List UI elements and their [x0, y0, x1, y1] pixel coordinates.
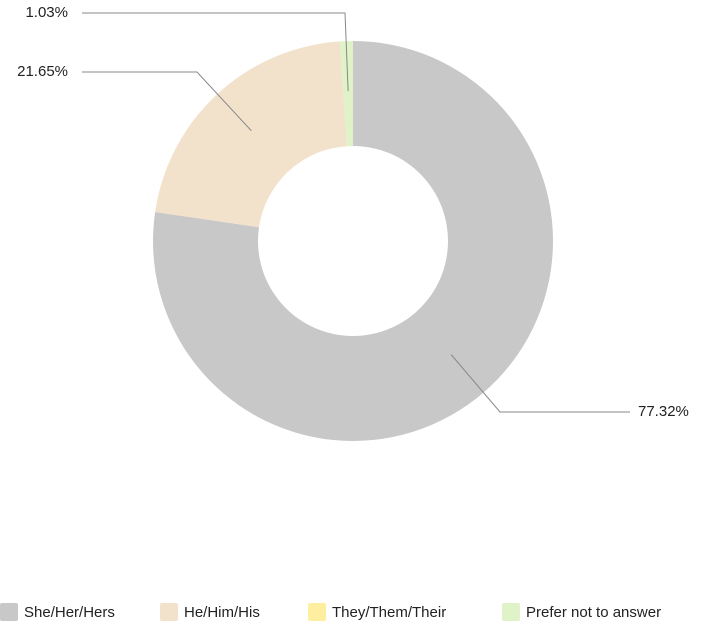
legend-swatch — [308, 603, 326, 621]
legend-label: He/Him/His — [184, 604, 260, 621]
legend-label: They/Them/Their — [332, 604, 446, 621]
leader-line — [450, 354, 630, 413]
leader-line — [82, 71, 252, 132]
data-label: 77.32% — [638, 403, 689, 420]
donut-slice — [340, 41, 353, 147]
legend-swatch — [0, 603, 18, 621]
legend-swatch — [502, 603, 520, 621]
donut-slice — [155, 41, 347, 228]
legend-label: Prefer not to answer — [526, 604, 661, 621]
legend-swatch — [160, 603, 178, 621]
leader-line — [82, 12, 349, 92]
data-label: 21.65% — [17, 63, 68, 80]
legend-label: She/Her/Hers — [24, 604, 115, 621]
data-label: 1.03% — [25, 4, 68, 21]
donut-slice — [153, 41, 553, 441]
